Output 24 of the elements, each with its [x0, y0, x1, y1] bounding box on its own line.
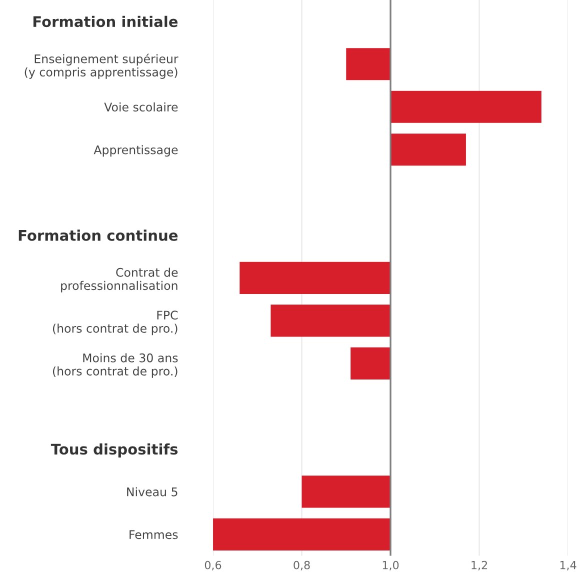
y-tick-label: Voie scolaire	[104, 102, 178, 112]
y-tick-label: Formation initiale	[33, 16, 178, 28]
bar	[346, 48, 391, 80]
y-tick-label: FPC (hors contrat de pro.)	[52, 310, 178, 336]
bar	[240, 262, 391, 294]
y-tick-label: Tous dispositifs	[50, 443, 178, 458]
x-tick-label: 1,4	[560, 561, 576, 570]
y-tick-label: Enseignement supérieur (y compris apprentissage)	[24, 54, 178, 79]
y-tick-label: Apprentissage	[94, 145, 178, 157]
y-tick-label: Formation continue	[18, 230, 178, 241]
bar	[213, 518, 391, 550]
y-tick-label: Femmes	[130, 530, 178, 540]
x-tick-label: 1,0	[382, 560, 399, 570]
x-tick-label: 0,8	[294, 560, 310, 570]
bar	[350, 347, 391, 380]
y-tick-label: Contrat de professionnalisation	[61, 268, 178, 292]
x-tick-label: 0,6	[204, 560, 222, 570]
y-tick-label: Moins de 30 ans (hors contrat de pro.)	[52, 353, 178, 378]
bar	[270, 304, 391, 337]
bar	[390, 134, 466, 166]
bar	[390, 90, 542, 123]
x-tick-label: 1,2	[472, 560, 487, 570]
bar	[302, 476, 391, 508]
y-tick-label: Niveau 5	[127, 487, 178, 496]
